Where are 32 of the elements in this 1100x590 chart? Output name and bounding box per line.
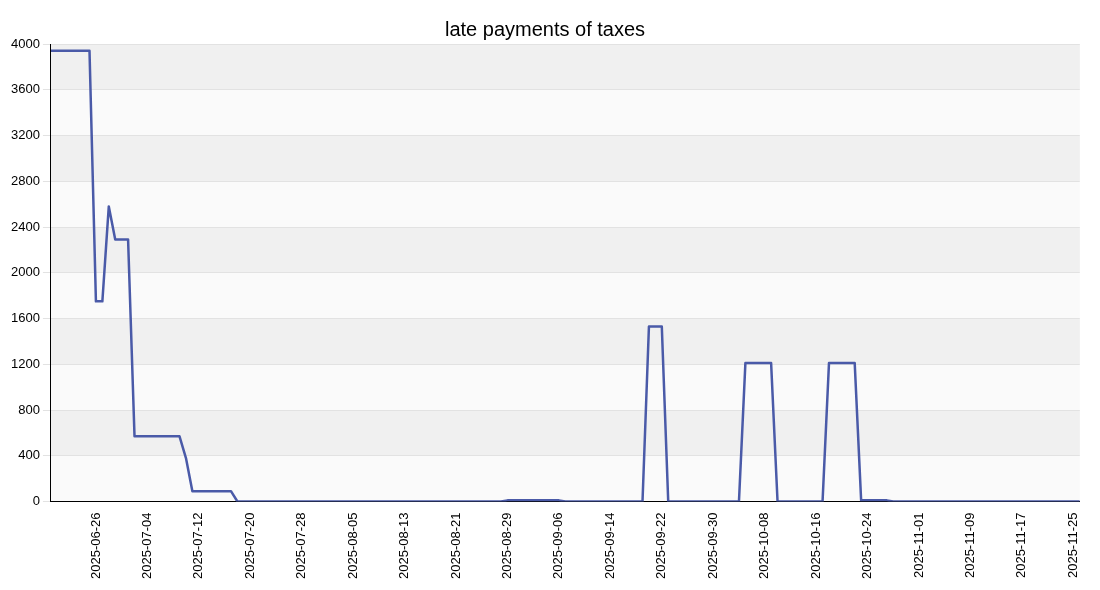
x-tick-label: 2025-08-21 (447, 512, 463, 579)
x-tick-label: 2025-10-24 (859, 512, 875, 579)
chart-title: late payments of taxes (444, 17, 646, 40)
y-tick-label: 400 (18, 447, 40, 463)
x-tick-label: 2025-08-13 (396, 512, 412, 579)
x-tick-label: 2025-09-06 (550, 512, 566, 579)
y-tick-label: 1600 (11, 310, 40, 326)
x-tick-label: 2025-10-08 (756, 512, 772, 579)
x-tick-label: 2025-07-04 (138, 512, 154, 579)
x-tick-label: 2025-10-16 (807, 512, 823, 579)
x-tick-label: 2025-08-05 (344, 512, 360, 579)
x-tick-label: 2025-09-22 (653, 512, 669, 579)
x-tick-label: 2025-07-12 (190, 512, 206, 579)
x-tick-label: 2025-11-09 (962, 512, 978, 579)
x-tick-label: 2025-07-20 (241, 512, 257, 579)
y-tick-label: 2400 (11, 218, 40, 234)
y-tick-label: 2800 (11, 172, 40, 188)
x-tick-label: 2025-09-30 (704, 512, 720, 579)
y-tick-label: 0 (32, 493, 40, 509)
x-tick-label: 2025-11-17 (1013, 512, 1029, 579)
x-tick-label: 2025-11-25 (1064, 512, 1080, 579)
y-tick-label: 2000 (11, 264, 40, 280)
x-tick-label: 2025-07-28 (293, 512, 309, 579)
y-tick-label: 3200 (11, 127, 40, 143)
y-tick-label: 4000 (11, 35, 40, 51)
x-tick-label: 2025-08-29 (499, 512, 515, 579)
x-tick-label: 2025-11-01 (910, 512, 926, 579)
x-tick-label: 2025-09-14 (601, 512, 617, 579)
x-tick-label: 2025-06-26 (87, 512, 103, 579)
y-tick-label: 800 (18, 401, 40, 417)
y-tick-label: 1200 (11, 355, 40, 371)
y-tick-label: 3600 (11, 81, 40, 97)
